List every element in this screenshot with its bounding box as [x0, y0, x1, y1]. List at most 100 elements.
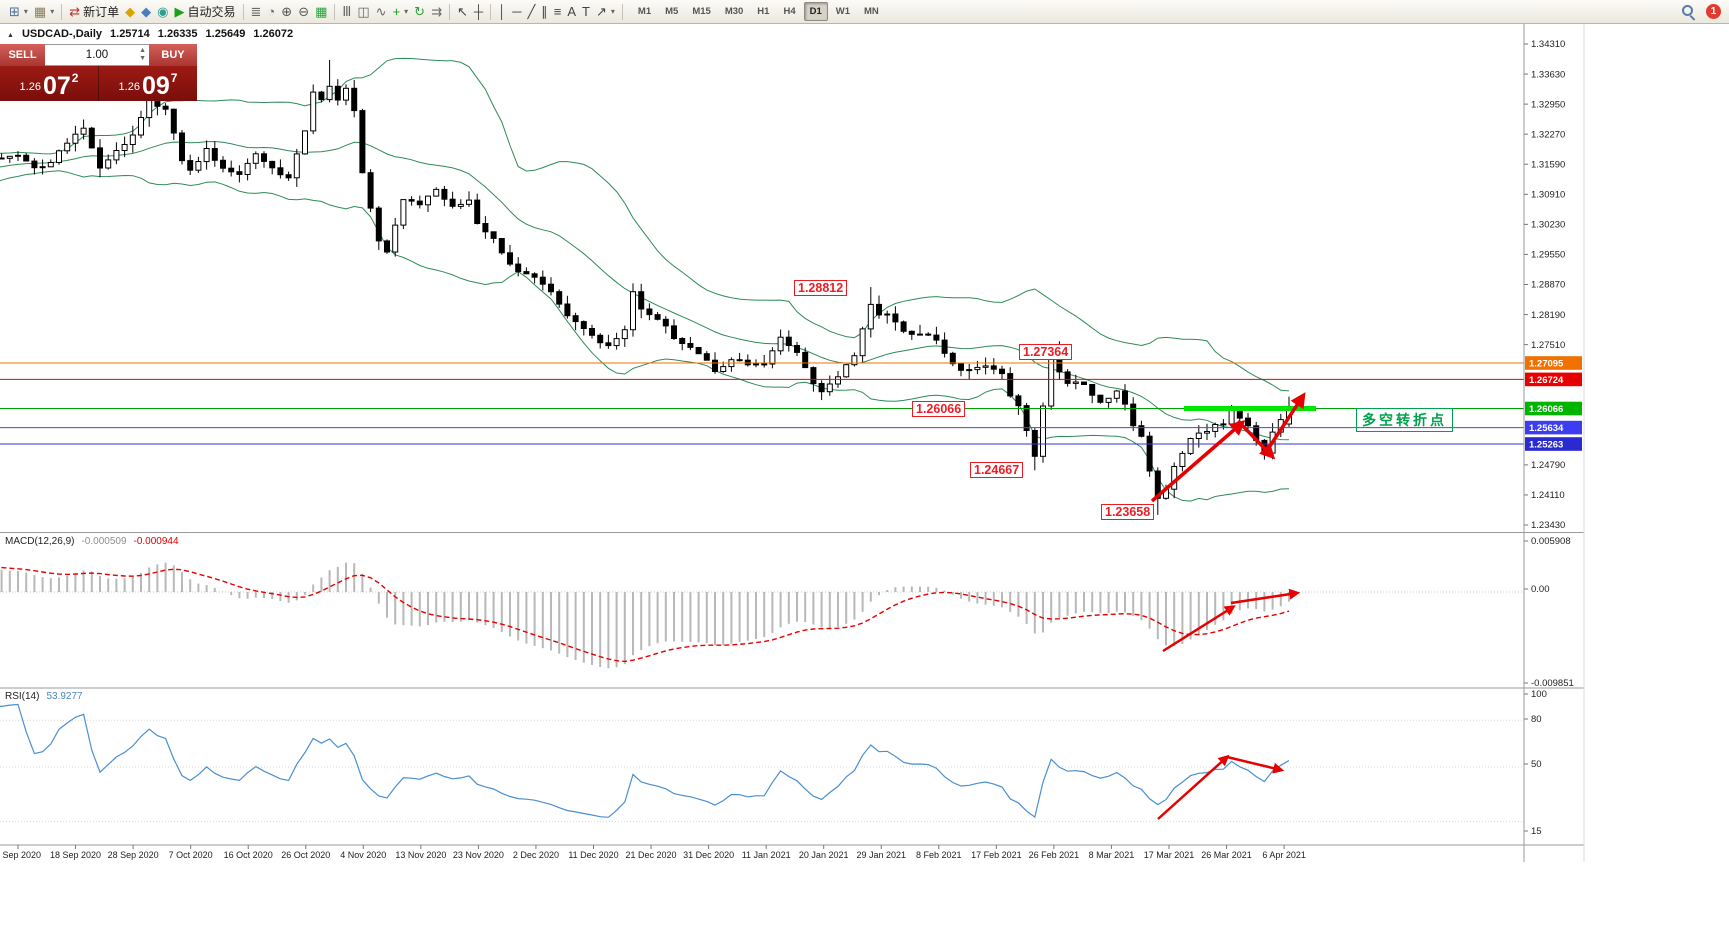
tile-windows-icon: ▦ [315, 4, 328, 19]
add-indicator-button[interactable]: + ▾ [390, 2, 412, 22]
price-axis-label: 1.23430 [1531, 520, 1565, 531]
text-label-button[interactable]: T [579, 2, 593, 22]
rsi-axis-label: 100 [1531, 689, 1547, 700]
svg-text:1.26724: 1.26724 [1529, 375, 1564, 386]
annotation-note[interactable]: 多空转折点 [1356, 408, 1453, 432]
trend-arrow[interactable] [1226, 755, 1285, 774]
macd-signal-line [0, 566, 1290, 663]
candle [105, 154, 112, 170]
new-order-button[interactable]: ⇄ 新订单 [66, 2, 122, 22]
toolbar-buttons: ⊞ ▾ ▦ ▾ ⇄ 新订单 ◆ ◆ ◉ ▶ 自动交易 ≣ ◔ ⊕ ⊖ ▦ Ⅲ ◫ ∿ + ▾ ↻ ⇉ ↖ ┼ │ ─ ╱ ∥ ≡ A T ↗ ▾ [6, 2, 627, 22]
navigator-button[interactable]: ◉ [154, 2, 171, 22]
chart-shift-button[interactable]: ⇉ [428, 2, 445, 22]
timeframe-button-h1[interactable]: H1 [757, 6, 770, 17]
trend-arrow[interactable] [1264, 392, 1306, 453]
metaeditor-icon: ◆ [125, 4, 136, 19]
trendline-button[interactable]: ╱ [524, 2, 538, 22]
price-callout[interactable]: 1.28812 [794, 280, 848, 296]
trend-arrow[interactable] [1150, 419, 1246, 503]
candlestick-button[interactable]: ◫ [354, 2, 372, 22]
timeframe-button-m15[interactable]: M15 [692, 6, 711, 17]
crosshair-button[interactable]: ┼ [471, 2, 486, 22]
timeframe-button-mn[interactable]: MN [864, 6, 879, 17]
caret-down-icon: ▾ [23, 6, 28, 16]
price-axis-label: 1.30910 [1531, 190, 1565, 201]
trend-arrow[interactable] [1162, 605, 1236, 653]
timeframe-button-m30[interactable]: M30 [724, 6, 744, 17]
candle [498, 238, 505, 255]
profiles-button[interactable]: ▦ ▾ [31, 2, 57, 22]
indicators-button[interactable]: ≣ [248, 2, 265, 22]
main-toolbar: ⊞ ▾ ▦ ▾ ⇄ 新订单 ◆ ◆ ◉ ▶ 自动交易 ≣ ◔ ⊕ ⊖ ▦ Ⅲ ◫ ∿ + ▾ ↻ ⇉ ↖ ┼ │ ─ ╱ ∥ ≡ A T ↗ ▾ … [0, 0, 1729, 24]
trend-arrow[interactable] [1230, 588, 1301, 605]
new-chart-button[interactable]: ⊞ ▾ [6, 2, 31, 22]
candle [433, 187, 440, 197]
timeframe-button-m5[interactable]: M5 [665, 6, 679, 17]
cursor-button[interactable]: ↖ [454, 2, 471, 22]
candle [400, 199, 407, 230]
candle [162, 103, 169, 116]
candle [359, 108, 366, 174]
price-callout[interactable]: 1.24667 [970, 462, 1024, 478]
candle [908, 330, 915, 340]
candle [876, 295, 882, 319]
buy-price[interactable]: 1.26 09 7 [99, 66, 197, 101]
search-icon[interactable] [1681, 4, 1696, 19]
trend-arrow[interactable] [1157, 754, 1230, 820]
vertical-line-button[interactable]: │ [495, 2, 509, 22]
market-watch-button[interactable]: ◆ [138, 2, 154, 22]
text-button[interactable]: A [564, 2, 579, 22]
candle [384, 239, 390, 254]
spinner-down-icon[interactable]: ▼ [139, 55, 146, 62]
buy-button[interactable]: BUY [149, 44, 197, 66]
toolbar-separator [448, 3, 450, 20]
notification-badge[interactable]: 1 [1706, 4, 1721, 19]
candle [851, 352, 858, 367]
sell-button[interactable]: SELL [0, 44, 45, 66]
candle [884, 310, 891, 324]
line-chart-icon: ∿ [375, 4, 387, 19]
horizontal-line-icon: ─ [512, 4, 522, 19]
arrows-button[interactable]: ↗ ▾ [593, 2, 618, 22]
candle [1113, 389, 1120, 403]
chart-shift-icon: ⇉ [431, 4, 442, 19]
tile-windows-button[interactable]: ▦ [312, 2, 330, 22]
auto-scroll-button[interactable]: ↻ [411, 2, 428, 22]
metaeditor-button[interactable]: ◆ [122, 2, 138, 22]
price-callout[interactable]: 1.23658 [1101, 504, 1155, 520]
arrows-icon: ↗ [596, 4, 607, 19]
timeframe-button-h4[interactable]: H4 [783, 6, 796, 17]
volume-input[interactable]: 1.00 ▲ ▼ [45, 44, 149, 66]
one-click-trading-panel: SELL 1.00 ▲ ▼ BUY 1.26 07 2 1.26 09 7 [0, 44, 197, 101]
timeframe-button-m1[interactable]: M1 [637, 6, 652, 17]
candle [1138, 420, 1145, 438]
line-chart-button[interactable]: ∿ [373, 2, 390, 22]
horizontal-line-button[interactable]: ─ [509, 2, 524, 22]
channel-button[interactable]: ∥ [538, 2, 551, 22]
zoom-out-button[interactable]: ⊖ [295, 2, 312, 22]
macd-axis-label: 0.005908 [1531, 536, 1571, 547]
autotrading-button[interactable]: ▶ 自动交易 [172, 2, 239, 22]
bar-chart-button[interactable]: Ⅲ [339, 2, 354, 22]
toolbar-separator [242, 3, 244, 20]
candle [1040, 402, 1046, 463]
candle [892, 306, 899, 331]
price-tag: 1.26724 [1525, 372, 1582, 387]
timeframe-button-d1[interactable]: D1 [803, 2, 828, 21]
volume-spinner[interactable]: ▲ ▼ [139, 47, 146, 63]
zoom-in-button[interactable]: ⊕ [278, 2, 295, 22]
spinner-up-icon[interactable]: ▲ [139, 47, 146, 54]
candle [597, 333, 604, 349]
fibonacci-button[interactable]: ≡ [551, 2, 565, 22]
price-axis-label: 1.32950 [1531, 99, 1565, 110]
price-callout[interactable]: 1.26066 [912, 401, 966, 417]
one-click-toggle-icon[interactable]: ▲ [7, 32, 14, 39]
timeframe-button-w1[interactable]: W1 [835, 6, 851, 17]
sell-price[interactable]: 1.26 07 2 [0, 66, 99, 101]
candle [441, 186, 448, 207]
periods-button[interactable]: ◔ [264, 2, 278, 22]
candle [375, 206, 382, 250]
candle [261, 151, 267, 168]
price-callout[interactable]: 1.27364 [1019, 344, 1073, 360]
